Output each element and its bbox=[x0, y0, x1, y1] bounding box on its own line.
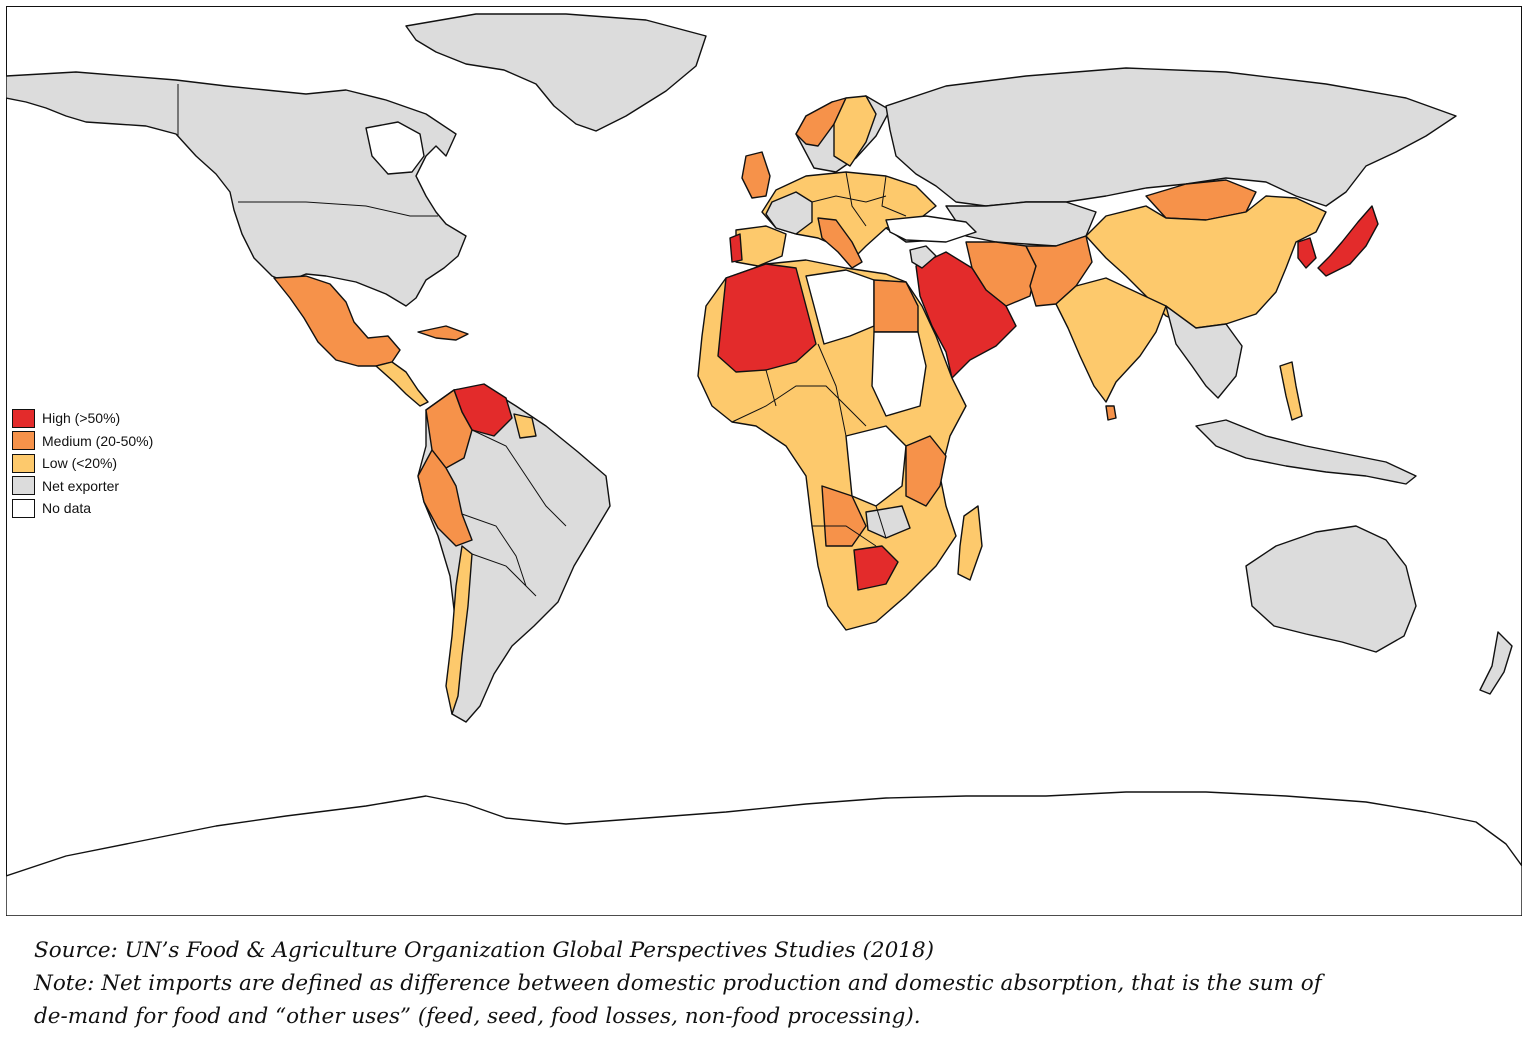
borders-africa bbox=[731, 343, 887, 547]
border-us-canada bbox=[238, 201, 438, 217]
region-italy bbox=[817, 217, 863, 269]
region-uk bbox=[741, 151, 771, 199]
region-guyana bbox=[513, 413, 537, 439]
legend-item-low: Low (<20%) bbox=[12, 452, 153, 475]
region-levant bbox=[909, 245, 937, 269]
region-turkey bbox=[885, 215, 977, 243]
legend-item-no-data: No data bbox=[12, 497, 153, 520]
legend-swatch-no-data bbox=[12, 498, 35, 518]
region-russia bbox=[885, 67, 1457, 207]
region-france bbox=[765, 191, 813, 235]
map-canvas bbox=[6, 6, 1522, 916]
borders-europe bbox=[811, 171, 907, 227]
legend: High (>50%) Medium (20-50%) Low (<20%) N… bbox=[12, 407, 153, 520]
region-sweden-finland bbox=[833, 95, 877, 167]
legend-label-medium: Medium (20-50%) bbox=[42, 432, 154, 449]
region-north-america bbox=[6, 71, 467, 307]
region-central-america bbox=[375, 361, 429, 407]
world-map bbox=[6, 6, 1522, 916]
caption-source: Source: UN’s Food & Agriculture Organiza… bbox=[34, 938, 935, 963]
legend-swatch-net-exporter bbox=[12, 476, 35, 496]
region-south-africa-high bbox=[853, 545, 899, 591]
region-south-america bbox=[417, 385, 611, 723]
legend-item-net-exporter: Net exporter bbox=[12, 475, 153, 498]
region-angola bbox=[821, 485, 867, 547]
region-iberia bbox=[735, 225, 787, 267]
region-caribbean bbox=[417, 325, 469, 341]
legend-item-medium: Medium (20-50%) bbox=[12, 430, 153, 453]
region-japan bbox=[1317, 205, 1379, 277]
region-egypt bbox=[873, 279, 919, 333]
region-southeast-asia bbox=[1165, 305, 1243, 399]
region-portugal bbox=[729, 233, 743, 263]
legend-swatch-high bbox=[12, 408, 35, 428]
legend-label-net-exporter: Net exporter bbox=[42, 477, 120, 494]
region-antarctica bbox=[6, 791, 1522, 916]
legend-label-low: Low (<20%) bbox=[42, 455, 118, 472]
legend-item-high: High (>50%) bbox=[12, 407, 153, 430]
caption: Source: UN’s Food & Agriculture Organiza… bbox=[34, 934, 1524, 1033]
region-hudson-bay bbox=[365, 121, 425, 175]
caption-note-line-1: Note: Net imports are defined as differe… bbox=[34, 971, 1322, 996]
region-new-zealand bbox=[1479, 631, 1513, 695]
region-korea bbox=[1297, 237, 1317, 269]
region-mexico bbox=[273, 275, 401, 367]
region-australia bbox=[1245, 525, 1417, 653]
region-north-africa-high bbox=[717, 263, 817, 373]
legend-label-high: High (>50%) bbox=[42, 410, 121, 427]
region-india bbox=[1055, 277, 1167, 403]
region-sri-lanka bbox=[1105, 405, 1117, 421]
legend-swatch-low bbox=[12, 453, 35, 473]
region-zambia-exporter bbox=[865, 505, 911, 539]
legend-label-no-data: No data bbox=[42, 500, 92, 517]
region-philippines bbox=[1279, 361, 1303, 421]
region-indonesia bbox=[1195, 419, 1417, 485]
caption-note-line-2: de-mand for food and “other uses” (feed,… bbox=[34, 1004, 921, 1029]
region-peru bbox=[417, 449, 473, 547]
region-chile bbox=[445, 545, 473, 715]
borders-south-america bbox=[461, 429, 567, 597]
region-east-africa bbox=[905, 435, 947, 507]
region-libya-nodata bbox=[805, 269, 875, 345]
legend-swatch-medium bbox=[12, 431, 35, 451]
region-madagascar bbox=[957, 505, 983, 581]
region-greenland bbox=[405, 13, 707, 132]
region-sudan-nodata bbox=[871, 331, 927, 417]
